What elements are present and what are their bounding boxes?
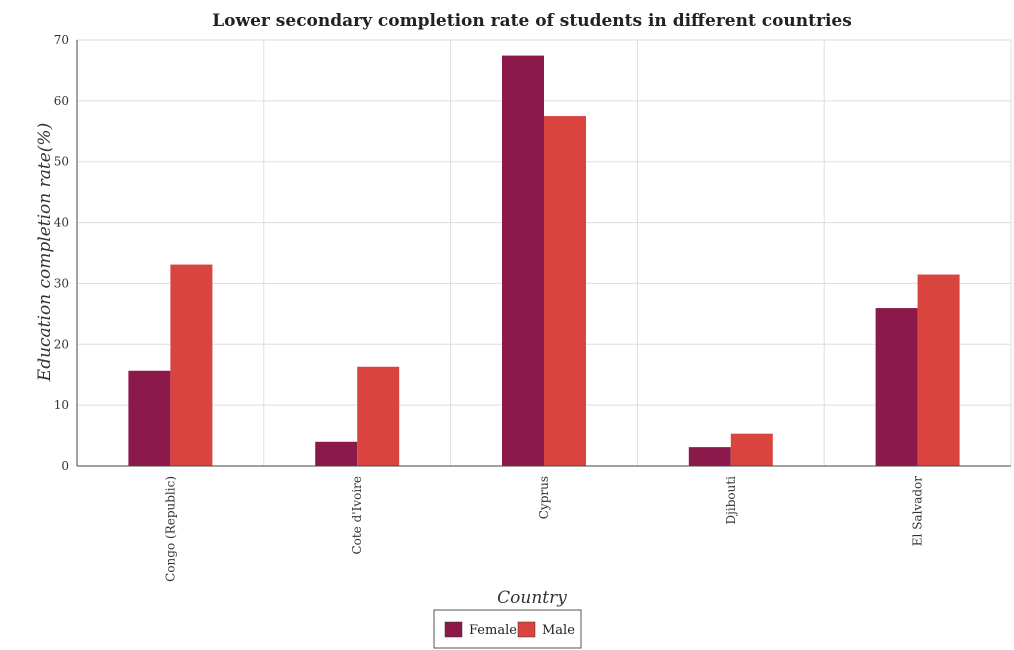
bar-female-2 bbox=[502, 55, 544, 466]
x-tick-label: El Salvador bbox=[911, 476, 925, 546]
bar-male-1 bbox=[357, 366, 400, 466]
x-tick-label: Djibouti bbox=[724, 476, 738, 525]
bars bbox=[128, 55, 960, 467]
y-tick-label: 60 bbox=[54, 94, 69, 108]
y-tick-label: 70 bbox=[54, 33, 69, 47]
legend-label-female: Female bbox=[469, 623, 517, 638]
axes bbox=[76, 40, 1011, 467]
legend-swatch-male bbox=[517, 621, 536, 638]
y-tick-label: 30 bbox=[54, 276, 69, 290]
y-axis-label: Education completion rate(%) bbox=[35, 123, 55, 382]
x-axis-label: Country bbox=[497, 588, 567, 608]
chart-title: Lower secondary completion rate of stude… bbox=[212, 11, 852, 31]
y-tick-labels: 0 10 20 30 40 50 60 70 bbox=[54, 33, 69, 473]
bar-male-0 bbox=[170, 264, 213, 466]
bar-female-3 bbox=[688, 447, 731, 466]
x-tick-label: Cote d'Ivoire bbox=[350, 476, 364, 555]
bar-female-0 bbox=[128, 370, 171, 466]
bar-male-3 bbox=[730, 433, 773, 466]
y-tick-label: 10 bbox=[54, 398, 69, 412]
legend: Female Male bbox=[433, 609, 582, 649]
y-tick-label: 0 bbox=[61, 459, 69, 473]
x-tick-label: Congo (Republic) bbox=[163, 476, 177, 582]
bar-male-4 bbox=[917, 274, 960, 466]
x-tick-labels: Congo (Republic) Cote d'Ivoire Cyprus Djibo… bbox=[163, 476, 924, 582]
legend-swatch-female bbox=[444, 621, 463, 638]
legend-label-male: Male bbox=[542, 623, 575, 638]
y-tick-label: 40 bbox=[54, 216, 69, 230]
bar-female-4 bbox=[875, 308, 918, 466]
x-tick-label: Cyprus bbox=[537, 476, 551, 519]
y-tick-label: 20 bbox=[54, 337, 69, 351]
y-tick-label: 50 bbox=[54, 155, 69, 169]
bar-female-1 bbox=[315, 441, 358, 466]
bar-male-2 bbox=[544, 116, 586, 467]
